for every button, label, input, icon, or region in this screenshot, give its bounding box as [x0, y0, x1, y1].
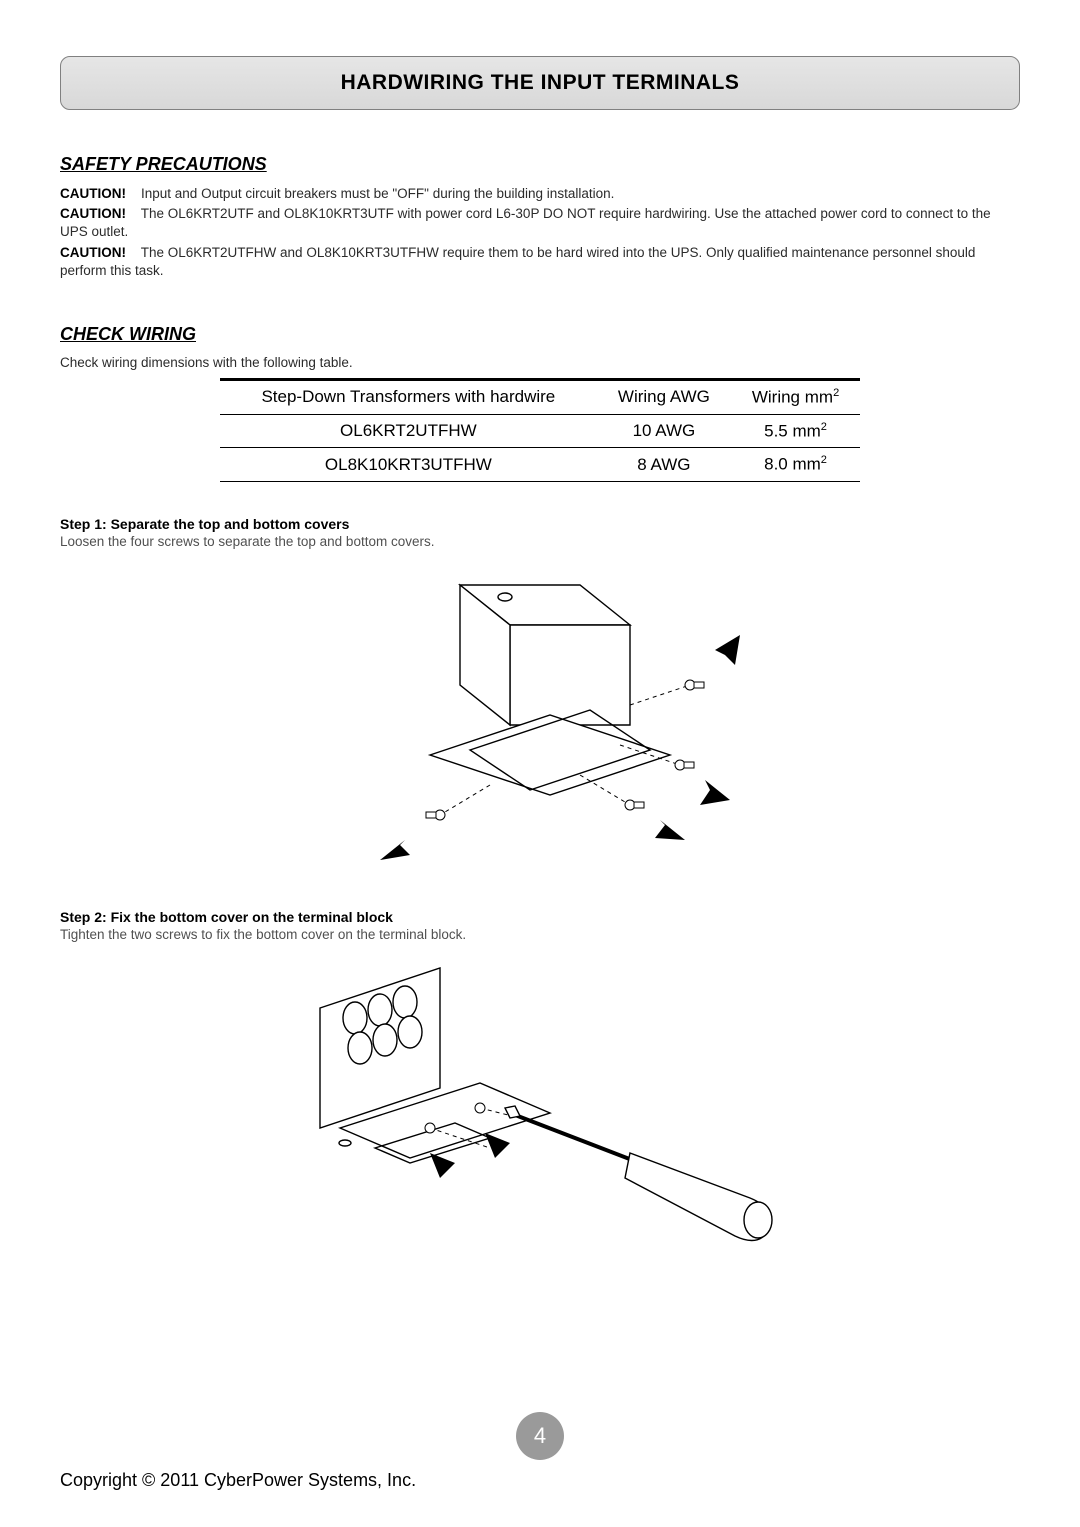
cell-awg: 10 AWG — [597, 414, 731, 448]
caution-text: Input and Output circuit breakers must b… — [141, 186, 614, 201]
cell-model: OL8K10KRT3UTFHW — [220, 448, 597, 482]
col-label: Step-Down Transformers with hardwire — [261, 387, 555, 406]
wiring-table: Step-Down Transformers with hardwire Wir… — [220, 378, 860, 482]
caution-label: CAUTION! — [60, 186, 126, 201]
terminal-diagram-icon — [280, 948, 800, 1268]
col-label: Wiring AWG — [618, 387, 710, 406]
check-wiring-intro: Check wiring dimensions with the followi… — [60, 355, 1020, 370]
page-title-bar: HARDWIRING THE INPUT TERMINALS — [60, 56, 1020, 110]
page-number-badge: 4 — [516, 1412, 564, 1460]
caution-text: The OL6KRT2UTFHW and OL8K10KRT3UTFHW req… — [60, 245, 975, 278]
page-number: 4 — [534, 1423, 546, 1449]
caution-label: CAUTION! — [60, 206, 126, 221]
col-awg: Wiring AWG — [597, 380, 731, 415]
step1-figure — [60, 555, 1020, 875]
cell-model: OL6KRT2UTFHW — [220, 414, 597, 448]
cell-mm2: 8.0 mm2 — [731, 448, 860, 482]
step1-title: Step 1: Separate the top and bottom cove… — [60, 516, 1020, 532]
caution-line: CAUTION! The OL6KRT2UTFHW and OL8K10KRT3… — [60, 244, 1020, 280]
page-footer: 4 Copyright © 2011 CyberPower Systems, I… — [60, 1412, 1020, 1491]
caution-line: CAUTION! The OL6KRT2UTF and OL8K10KRT3UT… — [60, 205, 1020, 241]
step2-desc: Tighten the two screws to fix the bottom… — [60, 927, 1020, 942]
safety-heading: SAFETY PRECAUTIONS — [60, 154, 1020, 175]
table-row: OL8K10KRT3UTFHW 8 AWG 8.0 mm2 — [220, 448, 860, 482]
copyright-text: Copyright © 2011 CyberPower Systems, Inc… — [60, 1470, 1020, 1491]
step2-title: Step 2: Fix the bottom cover on the term… — [60, 909, 1020, 925]
col-model: Step-Down Transformers with hardwire — [220, 380, 597, 415]
cell-mm2: 5.5 mm2 — [731, 414, 860, 448]
table-header-row: Step-Down Transformers with hardwire Wir… — [220, 380, 860, 415]
page-title: HARDWIRING THE INPUT TERMINALS — [341, 71, 740, 95]
step2-figure — [60, 948, 1020, 1268]
table-row: OL6KRT2UTFHW 10 AWG 5.5 mm2 — [220, 414, 860, 448]
step1-desc: Loosen the four screws to separate the t… — [60, 534, 1020, 549]
check-wiring-heading: CHECK WIRING — [60, 324, 1020, 345]
caution-label: CAUTION! — [60, 245, 126, 260]
col-mm2: Wiring mm2 — [731, 380, 860, 415]
cell-awg: 8 AWG — [597, 448, 731, 482]
safety-block: CAUTION! Input and Output circuit breake… — [60, 185, 1020, 280]
caution-text: The OL6KRT2UTF and OL8K10KRT3UTF with po… — [60, 206, 991, 239]
cover-diagram-icon — [330, 555, 750, 875]
caution-line: CAUTION! Input and Output circuit breake… — [60, 185, 1020, 203]
